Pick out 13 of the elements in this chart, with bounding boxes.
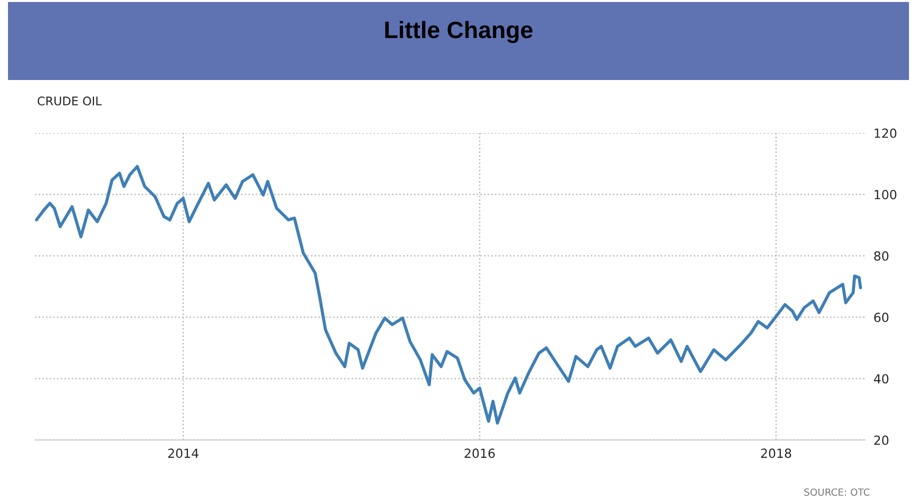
x-tick-label: 2014 xyxy=(168,448,198,458)
x-tick-label: 2016 xyxy=(464,448,495,458)
y-tick-label: 40 xyxy=(874,374,888,384)
x-tick-label: 2018 xyxy=(761,448,792,458)
source-note: SOURCE: OTC xyxy=(804,488,870,496)
chart-subtitle: CRUDE OIL xyxy=(38,96,102,106)
y-tick-label: 120 xyxy=(874,128,896,138)
chart-title: Little Change xyxy=(385,20,532,44)
y-tick-label: 60 xyxy=(874,312,888,322)
y-tick-label: 80 xyxy=(874,251,888,261)
y-tick-label: 100 xyxy=(874,190,896,200)
line-series xyxy=(35,164,862,425)
y-tick-label: 20 xyxy=(874,435,888,445)
